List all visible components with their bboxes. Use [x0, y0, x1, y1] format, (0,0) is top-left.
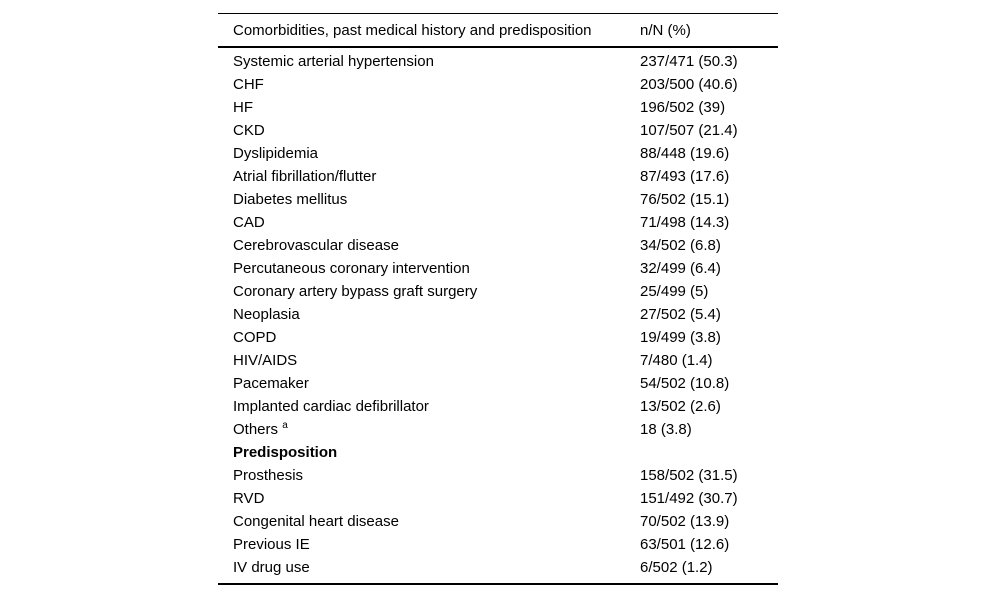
row-label: HF	[233, 99, 253, 116]
row-value: 18 (3.8)	[640, 421, 692, 438]
row-label: IV drug use	[233, 559, 310, 576]
row-label: COPD	[233, 329, 277, 346]
table-row: Systemic arterial hypertension 237/471 (…	[218, 50, 778, 73]
comorbidities-table: Comorbidities, past medical history and …	[218, 13, 778, 585]
row-label: Atrial fibrillation/flutter	[233, 168, 377, 185]
table-row: Prosthesis 158/502 (31.5)	[218, 464, 778, 487]
table-body: Systemic arterial hypertension 237/471 (…	[218, 48, 778, 583]
row-label: CAD	[233, 214, 265, 231]
row-label: Cerebrovascular disease	[233, 237, 399, 254]
row-label: Implanted cardiac defibrillator	[233, 398, 429, 415]
table-row: Atrial fibrillation/flutter 87/493 (17.6…	[218, 165, 778, 188]
row-value: 63/501 (12.6)	[640, 536, 730, 553]
table-row: Pacemaker 54/502 (10.8)	[218, 372, 778, 395]
table-row: Cerebrovascular disease 34/502 (6.8)	[218, 234, 778, 257]
table-row: Diabetes mellitus 76/502 (15.1)	[218, 188, 778, 211]
row-value: 151/492 (30.7)	[640, 490, 738, 507]
row-value: 25/499 (5)	[640, 283, 709, 300]
row-value: 71/498 (14.3)	[640, 214, 730, 231]
row-value: 7/480 (1.4)	[640, 352, 713, 369]
table-row: Congenital heart disease 70/502 (13.9)	[218, 510, 778, 533]
row-label: Percutaneous coronary intervention	[233, 260, 470, 277]
row-value: 158/502 (31.5)	[640, 467, 738, 484]
row-label: Systemic arterial hypertension	[233, 53, 434, 70]
table-row: Others a 18 (3.8)	[218, 418, 778, 441]
table-rule-header	[218, 46, 778, 48]
row-label: CHF	[233, 76, 264, 93]
table-row: CKD 107/507 (21.4)	[218, 119, 778, 142]
row-label: Previous IE	[233, 536, 310, 553]
column-header-n-percent: n/N (%)	[640, 21, 691, 39]
row-value: 203/500 (40.6)	[640, 76, 738, 93]
row-label: Coronary artery bypass graft surgery	[233, 283, 478, 300]
table-row: Dyslipidemia 88/448 (19.6)	[218, 142, 778, 165]
row-label: HIV/AIDS	[233, 352, 298, 369]
table-row: Percutaneous coronary intervention 32/49…	[218, 257, 778, 280]
row-value: 54/502 (10.8)	[640, 375, 730, 392]
table-row: HF 196/502 (39)	[218, 96, 778, 119]
row-value: 27/502 (5.4)	[640, 306, 721, 323]
table-row: HIV/AIDS 7/480 (1.4)	[218, 349, 778, 372]
row-value: 87/493 (17.6)	[640, 168, 730, 185]
row-value: 34/502 (6.8)	[640, 237, 721, 254]
row-value: 6/502 (1.2)	[640, 559, 713, 576]
table-rule-top	[218, 13, 778, 14]
row-value: 196/502 (39)	[640, 99, 726, 116]
table-row: Predisposition	[218, 441, 778, 464]
row-value: 88/448 (19.6)	[640, 145, 730, 162]
table-row: CAD 71/498 (14.3)	[218, 211, 778, 234]
row-label: Predisposition	[233, 444, 338, 461]
row-label: RVD	[233, 490, 265, 507]
table-header-row: Comorbidities, past medical history and …	[218, 14, 778, 46]
row-value: 107/507 (21.4)	[640, 122, 738, 139]
row-value: 19/499 (3.8)	[640, 329, 721, 346]
table-row: Implanted cardiac defibrillator 13/502 (…	[218, 395, 778, 418]
row-label: Congenital heart disease	[233, 513, 399, 530]
table-row: COPD 19/499 (3.8)	[218, 326, 778, 349]
table-rule-bottom	[218, 583, 778, 585]
table-row: Neoplasia 27/502 (5.4)	[218, 303, 778, 326]
column-header-comorbidities: Comorbidities, past medical history and …	[233, 21, 592, 39]
row-value: 70/502 (13.9)	[640, 513, 730, 530]
row-label: CKD	[233, 122, 265, 139]
row-value: 13/502 (2.6)	[640, 398, 721, 415]
table-row: CHF 203/500 (40.6)	[218, 73, 778, 96]
row-value: 32/499 (6.4)	[640, 260, 721, 277]
row-label: Neoplasia	[233, 306, 300, 323]
table-row: Previous IE 63/501 (12.6)	[218, 533, 778, 556]
row-label: Prosthesis	[233, 467, 304, 484]
row-value: 237/471 (50.3)	[640, 53, 738, 70]
row-label: Diabetes mellitus	[233, 191, 348, 208]
table-row: IV drug use 6/502 (1.2)	[218, 556, 778, 579]
row-value: 76/502 (15.1)	[640, 191, 730, 208]
row-label: Others	[233, 421, 279, 438]
table-row: Coronary artery bypass graft surgery 25/…	[218, 280, 778, 303]
table-row: RVD 151/492 (30.7)	[218, 487, 778, 510]
row-label-superscript: a	[282, 420, 288, 431]
row-label: Dyslipidemia	[233, 145, 319, 162]
row-label: Pacemaker	[233, 375, 309, 392]
